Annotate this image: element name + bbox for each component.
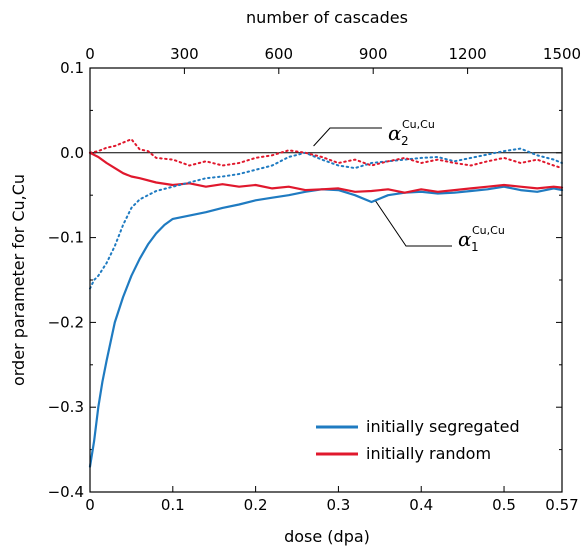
x2-tick-label: 0 [85, 45, 95, 63]
x2-tick-label: 900 [359, 45, 388, 63]
bottom-axis-title: dose (dpa) [284, 527, 370, 546]
series-line-α1-initially-random [88, 151, 564, 194]
y-tick-label: −0.2 [48, 313, 84, 331]
x2-tick-label: 1500 [543, 45, 581, 63]
x-tick-label: 0.4 [409, 496, 433, 514]
annotation-subscript: 1 [471, 240, 479, 254]
series-line-α1-initially-segregated [88, 185, 564, 468]
annotation-subscript: 2 [401, 134, 409, 148]
annotation-symbol: α [458, 227, 472, 251]
annotation-leader-line [313, 127, 382, 147]
x2-tick-label: 600 [264, 45, 293, 63]
y-axis-title: order parameter for Cu,Cu [9, 174, 28, 386]
x2-tick-label: 1200 [449, 45, 487, 63]
x-tick-label: 0.3 [326, 496, 350, 514]
legend-label: initially random [366, 444, 491, 463]
y-tick-label: −0.4 [48, 483, 84, 501]
y-tick-label: 0.1 [60, 59, 84, 77]
y-tick-label: −0.1 [48, 229, 84, 247]
plot-frame [89, 67, 563, 493]
annotation-symbol: α [388, 121, 402, 145]
x-tick-label: 0 [85, 496, 95, 514]
annotation-superscript: Cu,Cu [402, 118, 435, 131]
x-tick-label: 0.2 [244, 496, 268, 514]
series-line-α2-initially-segregated [89, 147, 563, 290]
legend-label: initially segregated [366, 417, 520, 436]
y-tick-label: 0.0 [60, 144, 84, 162]
x-tick-label: 0.57 [545, 496, 578, 514]
x-tick-label: 0.1 [161, 496, 185, 514]
x2-tick-label: 300 [170, 45, 199, 63]
x-tick-label: 0.5 [492, 496, 516, 514]
annotation-superscript: Cu,Cu [472, 224, 505, 237]
top-axis-title: number of cascades [246, 8, 408, 27]
annotation-leader-line [375, 200, 452, 247]
series-line-α2-initially-random [89, 138, 563, 170]
y-tick-label: −0.3 [48, 398, 84, 416]
